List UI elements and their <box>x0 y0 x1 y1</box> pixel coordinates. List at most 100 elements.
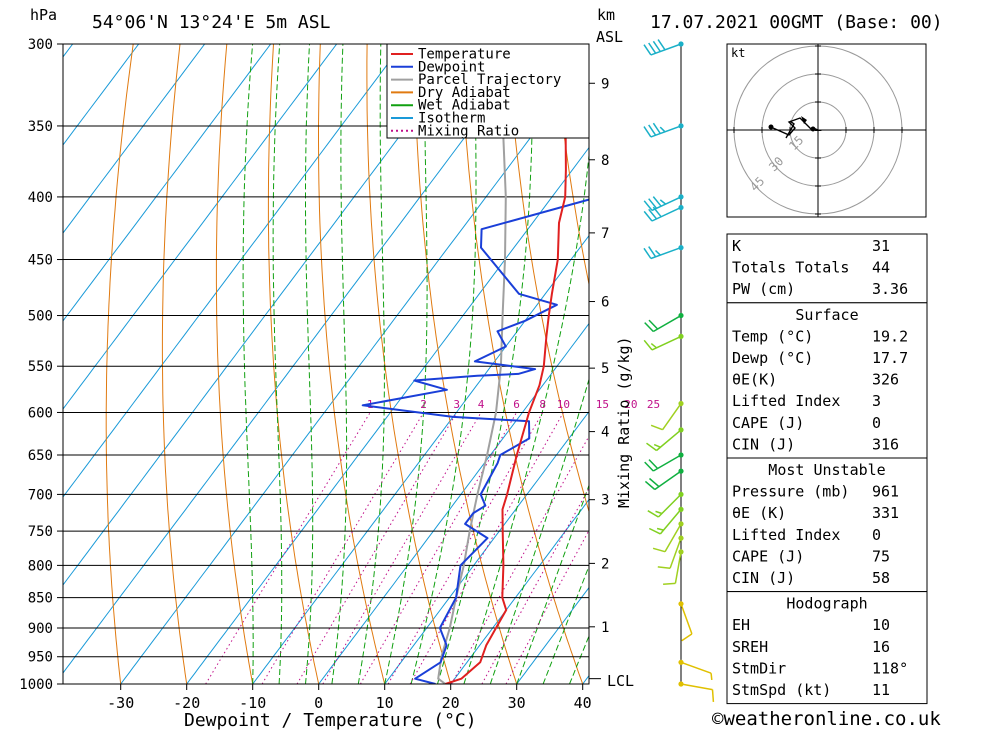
legend-label: Isotherm <box>418 111 485 127</box>
indices-label: SREH <box>732 638 768 656</box>
wind-barb-staff <box>674 551 682 584</box>
height-axis: 9 8 7 6 5 4 3 2 1 <box>589 76 609 680</box>
wind-barb-feather <box>643 44 652 56</box>
storm-motion-arrow <box>815 128 822 131</box>
wet-adiabat-line <box>410 44 477 684</box>
pressure-tick-label: 300 <box>28 37 53 53</box>
km-label: km <box>597 6 615 24</box>
wind-barb-staff <box>680 603 693 635</box>
wind-barb-dot <box>678 400 684 407</box>
wind-barb-feather <box>655 510 663 515</box>
datetime-title: 17.07.2021 00GMT (Base: 00) <box>650 12 943 33</box>
wind-barb-staff <box>651 196 682 212</box>
wind-barb-feather <box>652 196 662 207</box>
indices-section-title: Hodograph <box>786 595 867 613</box>
wind-barb-feather <box>647 510 659 518</box>
height-tick-label: 6 <box>601 295 609 311</box>
mixing-ratio-label: 25 <box>647 398 660 411</box>
wind-barb-staff <box>656 429 682 452</box>
indices-section <box>726 591 928 705</box>
wind-barb-staff <box>650 125 682 138</box>
temperature-tick-label: -10 <box>239 694 266 712</box>
indices-label: θE (K) <box>732 504 786 522</box>
pressure-tick-label: 900 <box>28 621 53 637</box>
wind-barb-feather <box>652 206 662 218</box>
wind-barb-staff <box>669 537 682 569</box>
mixing-ratio-label: 10 <box>557 398 570 411</box>
pressure-tick-label: 600 <box>28 406 53 422</box>
wet-adiabat-line <box>331 44 348 684</box>
legend-label: Wet Adiabat <box>418 98 511 114</box>
wind-barb-dot <box>678 427 684 433</box>
wind-barb-profile <box>643 39 715 702</box>
wind-barb-dot <box>678 601 684 607</box>
sounding-profiles <box>361 44 589 684</box>
mixing-ratio-label: 3 <box>453 398 460 411</box>
isotherm-line <box>63 44 536 674</box>
wind-barb <box>657 535 684 569</box>
wind-barb-feather <box>652 40 661 52</box>
wind-barb-feather <box>648 42 657 54</box>
isotherm-line <box>516 586 589 684</box>
mixing-ratio-line <box>322 412 482 684</box>
wind-barb <box>643 245 684 260</box>
legend-label: Parcel Trajectory <box>418 72 561 88</box>
wind-barb-dot <box>678 549 684 555</box>
wind-barb-dot <box>678 123 684 129</box>
lcl-label: LCL <box>607 672 634 690</box>
indices-value: 118° <box>872 659 908 677</box>
wind-barb-staff <box>652 314 682 333</box>
hodograph-trace <box>785 120 795 139</box>
wind-barb-feather <box>646 442 657 452</box>
temperature-tick-label: 40 <box>574 694 592 712</box>
indices-value: 19.2 <box>872 327 908 345</box>
stability-indices-table: K 31 Totals Totals 44 PW (cm) 3.36 Surface Temp… <box>726 233 928 705</box>
indices-label: CIN (J) <box>732 435 795 453</box>
wind-barb-dot <box>678 452 684 458</box>
height-tick-label: 7 <box>601 226 609 242</box>
credit: ©weatheronline.co.uk <box>712 708 941 730</box>
indices-section <box>726 302 928 459</box>
dry-adiabat-line <box>975 44 1000 684</box>
wet-adiabat-line <box>489 377 589 684</box>
dry-adiabat-line <box>105 44 134 684</box>
wind-barb <box>643 122 684 138</box>
wind-barb-staff <box>650 246 682 260</box>
wind-barb-feather <box>650 424 663 431</box>
wind-barb-feather <box>649 477 660 488</box>
wind-barb <box>678 681 715 702</box>
isotherm-line <box>120 58 589 684</box>
wind-barb <box>643 204 684 222</box>
mixing-ratio-label: 2 <box>420 398 427 411</box>
legend-box <box>386 43 590 139</box>
wind-barb-feather <box>644 461 654 472</box>
pressure-tick-label: 400 <box>28 190 53 206</box>
wind-barb-feather <box>648 527 661 535</box>
wind-barb-feather <box>652 122 661 134</box>
isotherm-line <box>63 44 470 586</box>
indices-label: CAPE (J) <box>732 547 804 565</box>
indices-label: Temp (°C) <box>732 327 813 345</box>
wind-barb-staff <box>651 335 682 351</box>
wind-barb-staff <box>654 470 682 491</box>
mixing-ratio-axis-title: Mixing Ratio (g/kg) <box>615 336 633 508</box>
wind-barb-dot <box>678 41 684 47</box>
pressure-tick-label: 550 <box>28 359 53 375</box>
height-tick-label: 4 <box>601 425 609 441</box>
indices-label: Totals Totals <box>732 259 849 277</box>
mixing-ratio-line <box>387 412 544 684</box>
asl-label: ASL <box>596 28 623 46</box>
pressure-grid <box>57 43 589 685</box>
wind-barb-feather <box>656 527 664 531</box>
wind-barb-staff <box>657 493 682 518</box>
indices-label: K <box>732 237 741 255</box>
wind-barb-feather <box>648 246 657 258</box>
wind-barb-staff <box>680 683 713 691</box>
indices-value: 961 <box>872 483 899 501</box>
indices-label: Lifted Index <box>732 392 840 410</box>
wind-barb-dot <box>678 194 684 200</box>
indices-section <box>726 233 928 304</box>
pressure-tick-label: 700 <box>28 487 53 503</box>
legend-label: Dry Adiabat <box>418 85 511 101</box>
